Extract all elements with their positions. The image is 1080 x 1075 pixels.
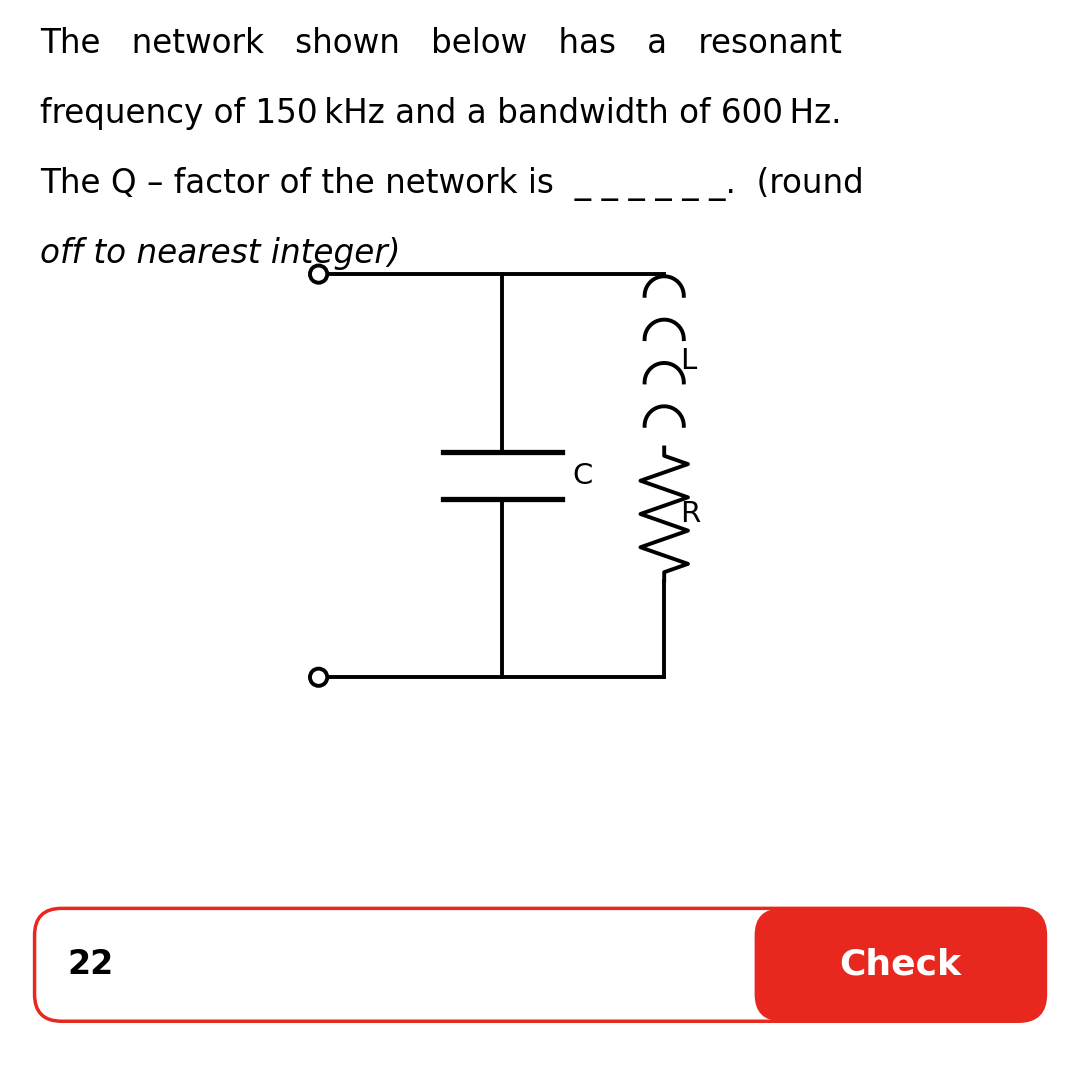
- Text: Check: Check: [839, 948, 961, 981]
- Text: R: R: [680, 500, 701, 528]
- FancyBboxPatch shape: [755, 908, 1045, 1021]
- Text: 22: 22: [67, 948, 113, 981]
- Text: C: C: [572, 461, 593, 490]
- Circle shape: [310, 669, 327, 686]
- Text: off to nearest integer): off to nearest integer): [40, 236, 401, 270]
- FancyBboxPatch shape: [35, 908, 1045, 1021]
- Text: frequency of 150 kHz and a bandwidth of 600 Hz.: frequency of 150 kHz and a bandwidth of …: [40, 97, 841, 130]
- Text: The   network   shown   below   has   a   resonant: The network shown below has a resonant: [40, 27, 841, 60]
- Text: The Q – factor of the network is  _ _ _ _ _ _.  (round: The Q – factor of the network is _ _ _ _…: [40, 167, 864, 201]
- Circle shape: [310, 266, 327, 283]
- Text: L: L: [680, 347, 697, 375]
